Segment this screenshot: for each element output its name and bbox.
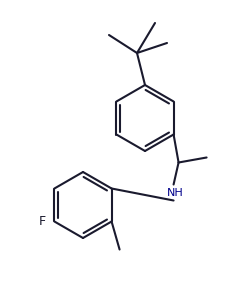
Text: F: F: [39, 215, 46, 228]
Text: NH: NH: [166, 187, 183, 197]
